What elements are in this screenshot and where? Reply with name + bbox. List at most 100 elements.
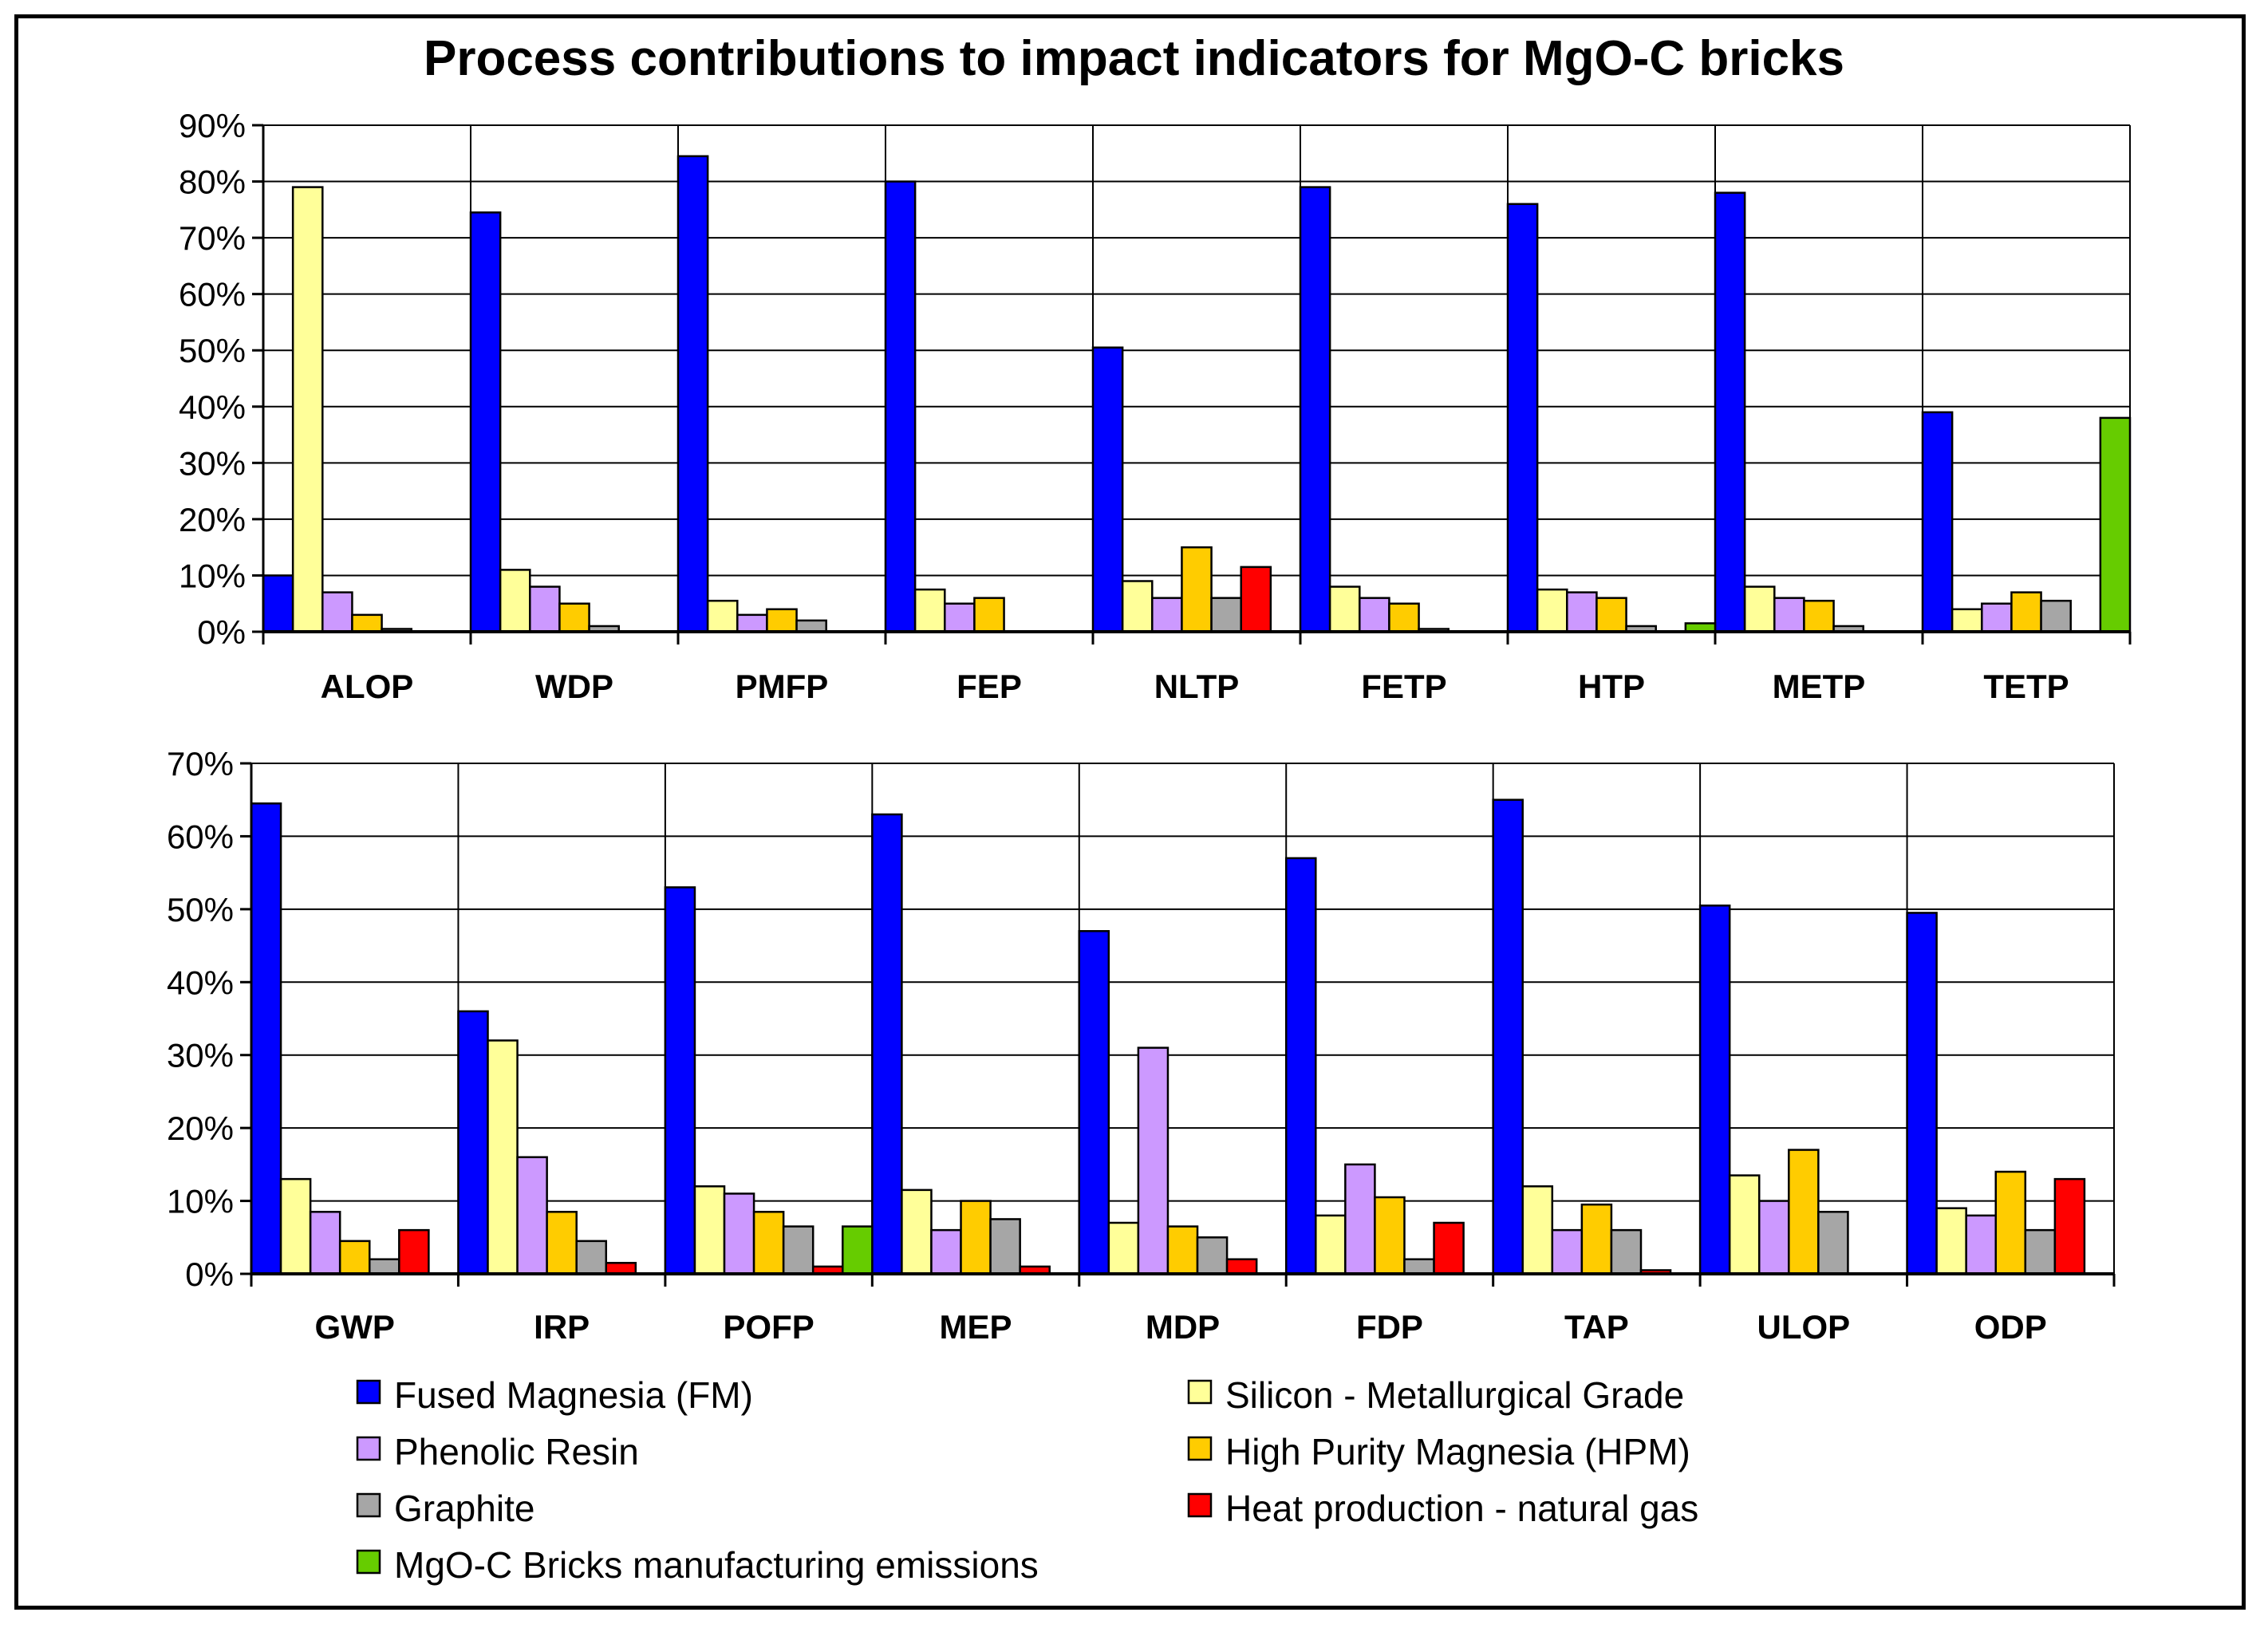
- bar-gwp-s1: [250, 802, 282, 1275]
- category-label-htp: HTP: [1578, 668, 1645, 705]
- bar-pofp-s1: [664, 886, 696, 1275]
- y-tick-label: 40%: [167, 964, 234, 1001]
- bar-alop-s3: [321, 591, 353, 633]
- bar-mep-s4: [960, 1200, 992, 1275]
- legend-swatch: [356, 1379, 381, 1405]
- bar-fdp-s4: [1374, 1196, 1406, 1275]
- category-label-mdp: MDP: [1146, 1308, 1220, 1346]
- bar-wdp-s2: [499, 569, 531, 633]
- bar-pmfp-s2: [706, 599, 739, 633]
- y-tick-label: 50%: [179, 332, 246, 369]
- bar-fep-s3: [944, 602, 976, 633]
- bar-fdp-s3: [1344, 1163, 1376, 1275]
- y-tick-label: 70%: [167, 745, 234, 782]
- bar-gwp-s3: [309, 1211, 341, 1275]
- bar-alop-s4: [351, 613, 383, 633]
- bar-tap-s5: [1610, 1228, 1643, 1275]
- category-label-wdp: WDP: [535, 668, 613, 705]
- bar-nltp-s4: [1181, 546, 1213, 633]
- bar-pofp-s5: [782, 1225, 815, 1275]
- bar-nltp-s5: [1210, 597, 1242, 633]
- bar-metp-s3: [1773, 597, 1805, 633]
- bar-wdp-s4: [558, 602, 590, 633]
- category-label-fep: FEP: [957, 668, 1022, 705]
- bar-irp-s1: [457, 1010, 489, 1275]
- bar-nltp-s6: [1240, 566, 1272, 633]
- bar-tetp-s7: [2099, 416, 2132, 633]
- legend-label: High Purity Magnesia (HPM): [1225, 1431, 1690, 1472]
- y-tick-label: 10%: [179, 557, 246, 594]
- bar-pofp-s7: [842, 1225, 874, 1275]
- category-label-metp: METP: [1773, 668, 1866, 705]
- bar-htp-s1: [1506, 203, 1539, 633]
- bar-tetp-s4: [2010, 591, 2042, 633]
- bar-pmfp-s1: [676, 155, 709, 633]
- bar-tetp-s5: [2040, 599, 2072, 633]
- bar-tap-s2: [1521, 1185, 1554, 1275]
- bar-mdp-s6: [1225, 1258, 1258, 1275]
- category-label-fetp: FETP: [1361, 668, 1446, 705]
- y-tick-label: 30%: [179, 444, 246, 482]
- bar-fetp-s3: [1359, 597, 1390, 633]
- bar-tetp-s1: [1921, 411, 1954, 633]
- bar-fdp-s6: [1433, 1221, 1465, 1275]
- y-tick-label: 20%: [179, 501, 246, 538]
- bar-irp-s3: [516, 1156, 548, 1275]
- y-tick-label: 40%: [179, 388, 246, 426]
- bar-irp-s6: [605, 1262, 637, 1275]
- bar-pofp-s2: [693, 1185, 726, 1275]
- bar-metp-s2: [1743, 585, 1776, 633]
- bar-mdp-s5: [1196, 1236, 1229, 1275]
- legend-label: Heat production - natural gas: [1225, 1488, 1698, 1529]
- chart-frame: [14, 14, 2246, 1610]
- y-tick-label: 20%: [167, 1110, 234, 1147]
- bar-tap-s3: [1551, 1228, 1584, 1275]
- category-label-fdp: FDP: [1356, 1308, 1423, 1346]
- category-label-tetp: TETP: [1983, 668, 2069, 705]
- bar-odp-s4: [1994, 1170, 2027, 1275]
- legend-swatch: [356, 1436, 381, 1461]
- bar-gwp-s4: [338, 1240, 371, 1275]
- legend-swatch: [1187, 1379, 1213, 1405]
- panel-1: 0% 10% 20% 30% 40% 50% 60% 70% 80% 90% ALOP WDP PMFP…: [179, 107, 2132, 705]
- bar-mdp-s2: [1107, 1221, 1140, 1275]
- bar-tap-s1: [1492, 798, 1524, 1275]
- bar-wdp-s3: [529, 585, 561, 633]
- legend-swatch: [1187, 1436, 1213, 1461]
- bar-fep-s4: [973, 597, 1005, 633]
- bar-pmfp-s4: [766, 608, 798, 633]
- chart-title: Process contributions to impact indicato…: [423, 31, 1845, 86]
- legend-swatch: [1187, 1492, 1213, 1518]
- bar-htp-s4: [1595, 597, 1627, 633]
- y-tick-label: 60%: [179, 276, 246, 313]
- bar-htp-s3: [1566, 591, 1598, 633]
- y-tick-label: 10%: [167, 1183, 234, 1220]
- bar-alop-s2: [291, 186, 324, 633]
- category-label-mep: MEP: [940, 1308, 1012, 1346]
- bar-mep-s2: [901, 1188, 933, 1275]
- bar-fdp-s2: [1315, 1214, 1347, 1275]
- bar-ulop-s2: [1728, 1174, 1761, 1275]
- category-label-pofp: POFP: [723, 1308, 814, 1346]
- bar-metp-s4: [1803, 599, 1835, 633]
- category-label-tap: TAP: [1564, 1308, 1629, 1346]
- category-label-irp: IRP: [534, 1308, 590, 1346]
- legend-label: Graphite: [394, 1488, 534, 1529]
- bar-pmfp-s3: [736, 613, 768, 633]
- bar-irp-s2: [487, 1039, 519, 1275]
- bar-metp-s1: [1714, 191, 1746, 633]
- bar-mep-s3: [930, 1228, 962, 1275]
- bar-tap-s4: [1580, 1203, 1613, 1275]
- y-tick-label: 50%: [167, 891, 234, 928]
- y-tick-label: 0%: [185, 1255, 234, 1293]
- bar-alop-s1: [262, 574, 294, 633]
- bar-odp-s1: [1906, 912, 1938, 1275]
- y-tick-label: 70%: [179, 219, 246, 257]
- bar-odp-s2: [1935, 1207, 1967, 1275]
- y-tick-label: 30%: [167, 1037, 234, 1074]
- bar-fetp-s4: [1388, 602, 1420, 633]
- bar-fetp-s1: [1299, 186, 1331, 633]
- legend-label: Silicon - Metallurgical Grade: [1225, 1374, 1684, 1416]
- bar-nltp-s2: [1121, 580, 1154, 633]
- category-label-nltp: NLTP: [1154, 668, 1240, 705]
